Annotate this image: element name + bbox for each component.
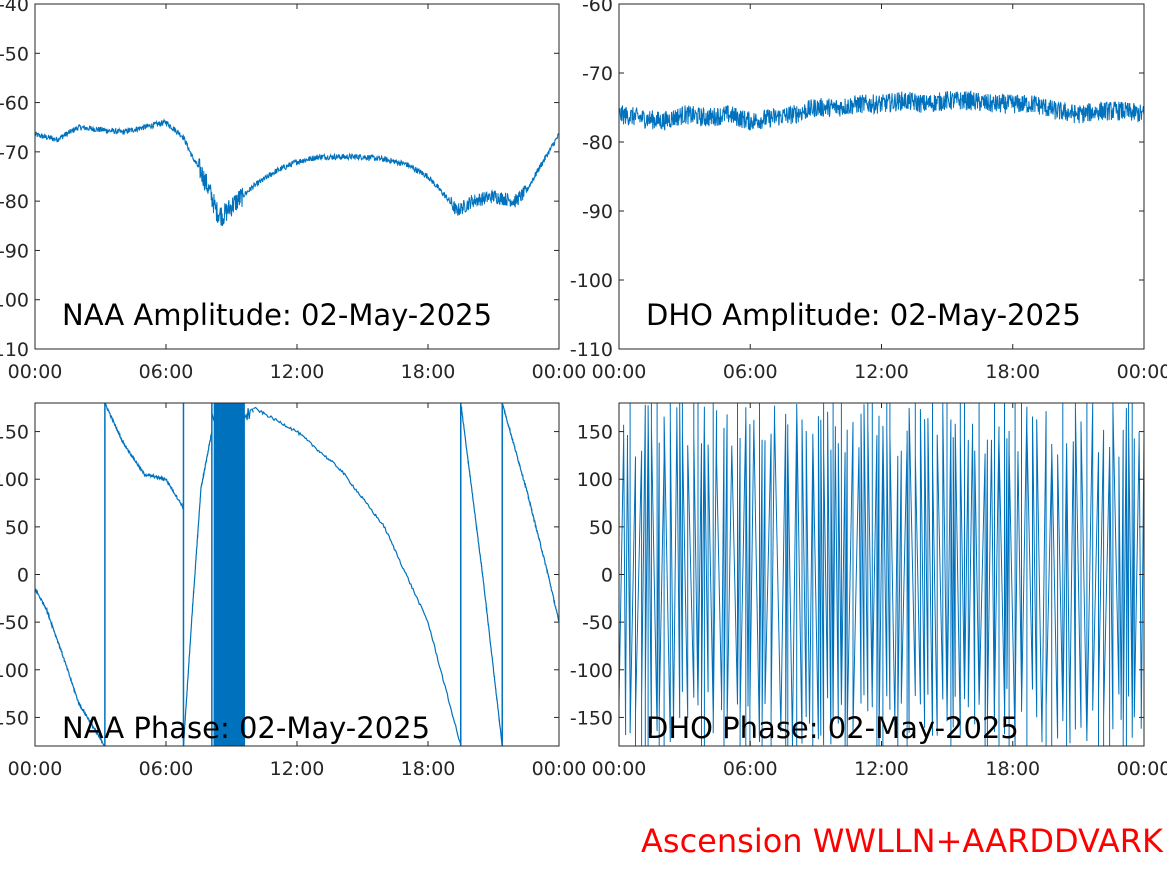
plot-area <box>619 90 1144 131</box>
plot-area <box>35 117 559 227</box>
y-tick-label: -70 <box>582 63 613 85</box>
y-tick-label: -100 <box>0 660 29 682</box>
y-tick-label: -110 <box>0 339 29 361</box>
y-tick-label: -90 <box>0 240 29 262</box>
y-tick-label: 100 <box>577 469 613 491</box>
plot-area <box>619 403 1144 746</box>
y-tick-label: -110 <box>570 339 613 361</box>
y-tick-label: -60 <box>582 0 613 16</box>
x-tick-label: 06:00 <box>139 758 194 780</box>
x-tick-label: 06:00 <box>723 361 778 383</box>
y-tick-label: -100 <box>570 660 613 682</box>
x-tick-label: 12:00 <box>854 758 909 780</box>
x-tick-label: 18:00 <box>985 758 1040 780</box>
dho-phase-panel: 150 100 50 0 -50 -100 -150 00:00 06:00 12:00 18:00… <box>570 402 1167 780</box>
x-tick-label: 18:00 <box>401 758 456 780</box>
phase-dense-band <box>213 403 246 746</box>
amplitude-series-line <box>35 117 559 227</box>
phase-segment-5 <box>501 403 559 623</box>
y-tick-label: 0 <box>601 565 613 587</box>
y-tick-label: -80 <box>582 132 613 154</box>
y-tick-label: -150 <box>570 707 613 729</box>
x-tick-label: 00:00 <box>532 361 587 383</box>
naa-amplitude-panel: -40-50-60-70-80-90-100-11000:0006:0012:0… <box>0 0 586 383</box>
axes-frame <box>34 402 560 747</box>
x-tick-label: 18:00 <box>401 361 456 383</box>
x-tick-label: 00:00 <box>532 758 587 780</box>
phase-top-segment <box>211 406 254 422</box>
plot-area <box>35 403 559 746</box>
y-tick-label: -80 <box>0 191 29 213</box>
y-tick-label: -70 <box>0 142 29 164</box>
y-tick-label: 100 <box>0 469 29 491</box>
x-tick-label: 12:00 <box>270 361 325 383</box>
x-tick-label: 12:00 <box>854 361 909 383</box>
x-tick-label: 00:00 <box>1117 361 1167 383</box>
dho-phase-series-line <box>619 403 1144 746</box>
y-tick-label: 0 <box>17 565 29 587</box>
phase-segment-4 <box>460 403 503 746</box>
x-tick-label: 00:00 <box>592 758 647 780</box>
y-tick-label: -50 <box>0 43 29 65</box>
y-tick-label: -90 <box>582 201 613 223</box>
y-tick-label: -60 <box>0 93 29 115</box>
x-tick-label: 06:00 <box>723 758 778 780</box>
x-tick-label: 00:00 <box>1117 758 1167 780</box>
y-tick-label: 150 <box>0 422 29 444</box>
phase-segment-1 <box>104 403 184 510</box>
y-tick-label: -100 <box>0 290 29 312</box>
phase-segment-3 <box>253 406 462 746</box>
naa-phase-panel: 150 100 50 0 -50 -100 -150 00:00 06:00 12:00 18:00… <box>0 402 587 780</box>
station-footer: Ascension WWLLN+AARDDVARK <box>641 822 1163 860</box>
x-tick-label: 18:00 <box>985 361 1040 383</box>
y-tick-label: -100 <box>570 270 613 292</box>
x-tick-label: 00:00 <box>592 361 647 383</box>
plot-title: DHO Phase: 02-May-2025 <box>646 711 1019 745</box>
phase-segment-0 <box>35 588 106 746</box>
amplitude-series-line <box>619 90 1144 131</box>
plot-title: NAA Amplitude: 02-May-2025 <box>62 298 492 332</box>
x-tick-label: 12:00 <box>270 758 325 780</box>
phase-segment-2 <box>182 431 213 746</box>
y-tick-label: -50 <box>0 612 29 634</box>
y-tick-label: 50 <box>5 517 29 539</box>
x-tick-label: 06:00 <box>139 361 194 383</box>
y-tick-label: -50 <box>582 612 613 634</box>
y-tick-label: -40 <box>0 0 29 16</box>
x-tick-label: 00:00 <box>8 361 63 383</box>
plot-title: DHO Amplitude: 02-May-2025 <box>646 298 1081 332</box>
y-tick-label: -150 <box>0 707 29 729</box>
y-tick-label: 150 <box>577 422 613 444</box>
x-tick-label: 00:00 <box>8 758 63 780</box>
plot-title: NAA Phase: 02-May-2025 <box>62 711 430 745</box>
y-tick-label: 50 <box>589 517 613 539</box>
